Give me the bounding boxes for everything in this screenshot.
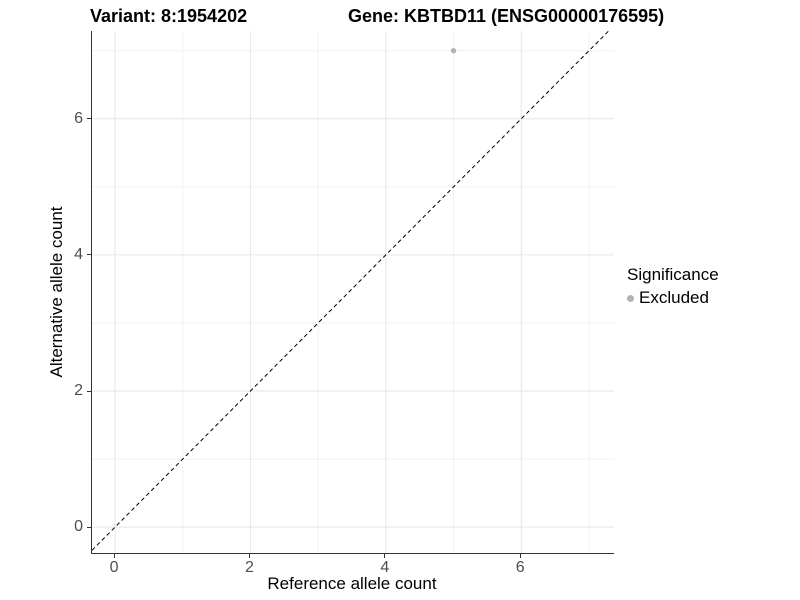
y-tick-label: 0 bbox=[74, 518, 83, 536]
legend-entry-excluded: Excluded bbox=[627, 288, 719, 308]
x-tick-label: 4 bbox=[380, 559, 390, 576]
y-tick-label: 4 bbox=[74, 245, 83, 263]
x-tick-mark bbox=[248, 554, 250, 558]
y-tick-mark bbox=[87, 390, 91, 392]
legend: Significance Excluded bbox=[627, 265, 719, 308]
y-tick-label: 6 bbox=[74, 109, 83, 127]
x-tick-label: 2 bbox=[244, 559, 254, 576]
plot-title-variant: Variant: 8:1954202 bbox=[90, 6, 248, 26]
plot-title-gene: Gene: KBTBD11 (ENSG00000176595) bbox=[348, 6, 665, 26]
y-tick-label: 2 bbox=[74, 382, 83, 400]
y-tick-mark bbox=[87, 254, 91, 256]
data-point-excluded bbox=[450, 48, 457, 54]
y-axis-title: Alternative allele count bbox=[47, 206, 66, 378]
y-tick-mark bbox=[87, 118, 91, 120]
legend-title: Significance bbox=[627, 265, 719, 284]
x-axis-title: Reference allele count bbox=[267, 574, 437, 593]
x-tick-label: 6 bbox=[515, 559, 525, 576]
x-tick-label: 0 bbox=[109, 559, 119, 576]
y-tick-mark bbox=[87, 526, 91, 528]
identity-line bbox=[92, 31, 610, 551]
plot-panel bbox=[91, 31, 614, 554]
x-tick-mark bbox=[519, 554, 521, 558]
legend-label: Excluded bbox=[639, 288, 709, 307]
legend-point-icon bbox=[627, 294, 634, 302]
legend-entries: Excluded bbox=[627, 288, 719, 308]
x-tick-mark bbox=[384, 554, 386, 558]
x-tick-mark bbox=[113, 554, 115, 558]
plot-canvas bbox=[92, 31, 614, 553]
